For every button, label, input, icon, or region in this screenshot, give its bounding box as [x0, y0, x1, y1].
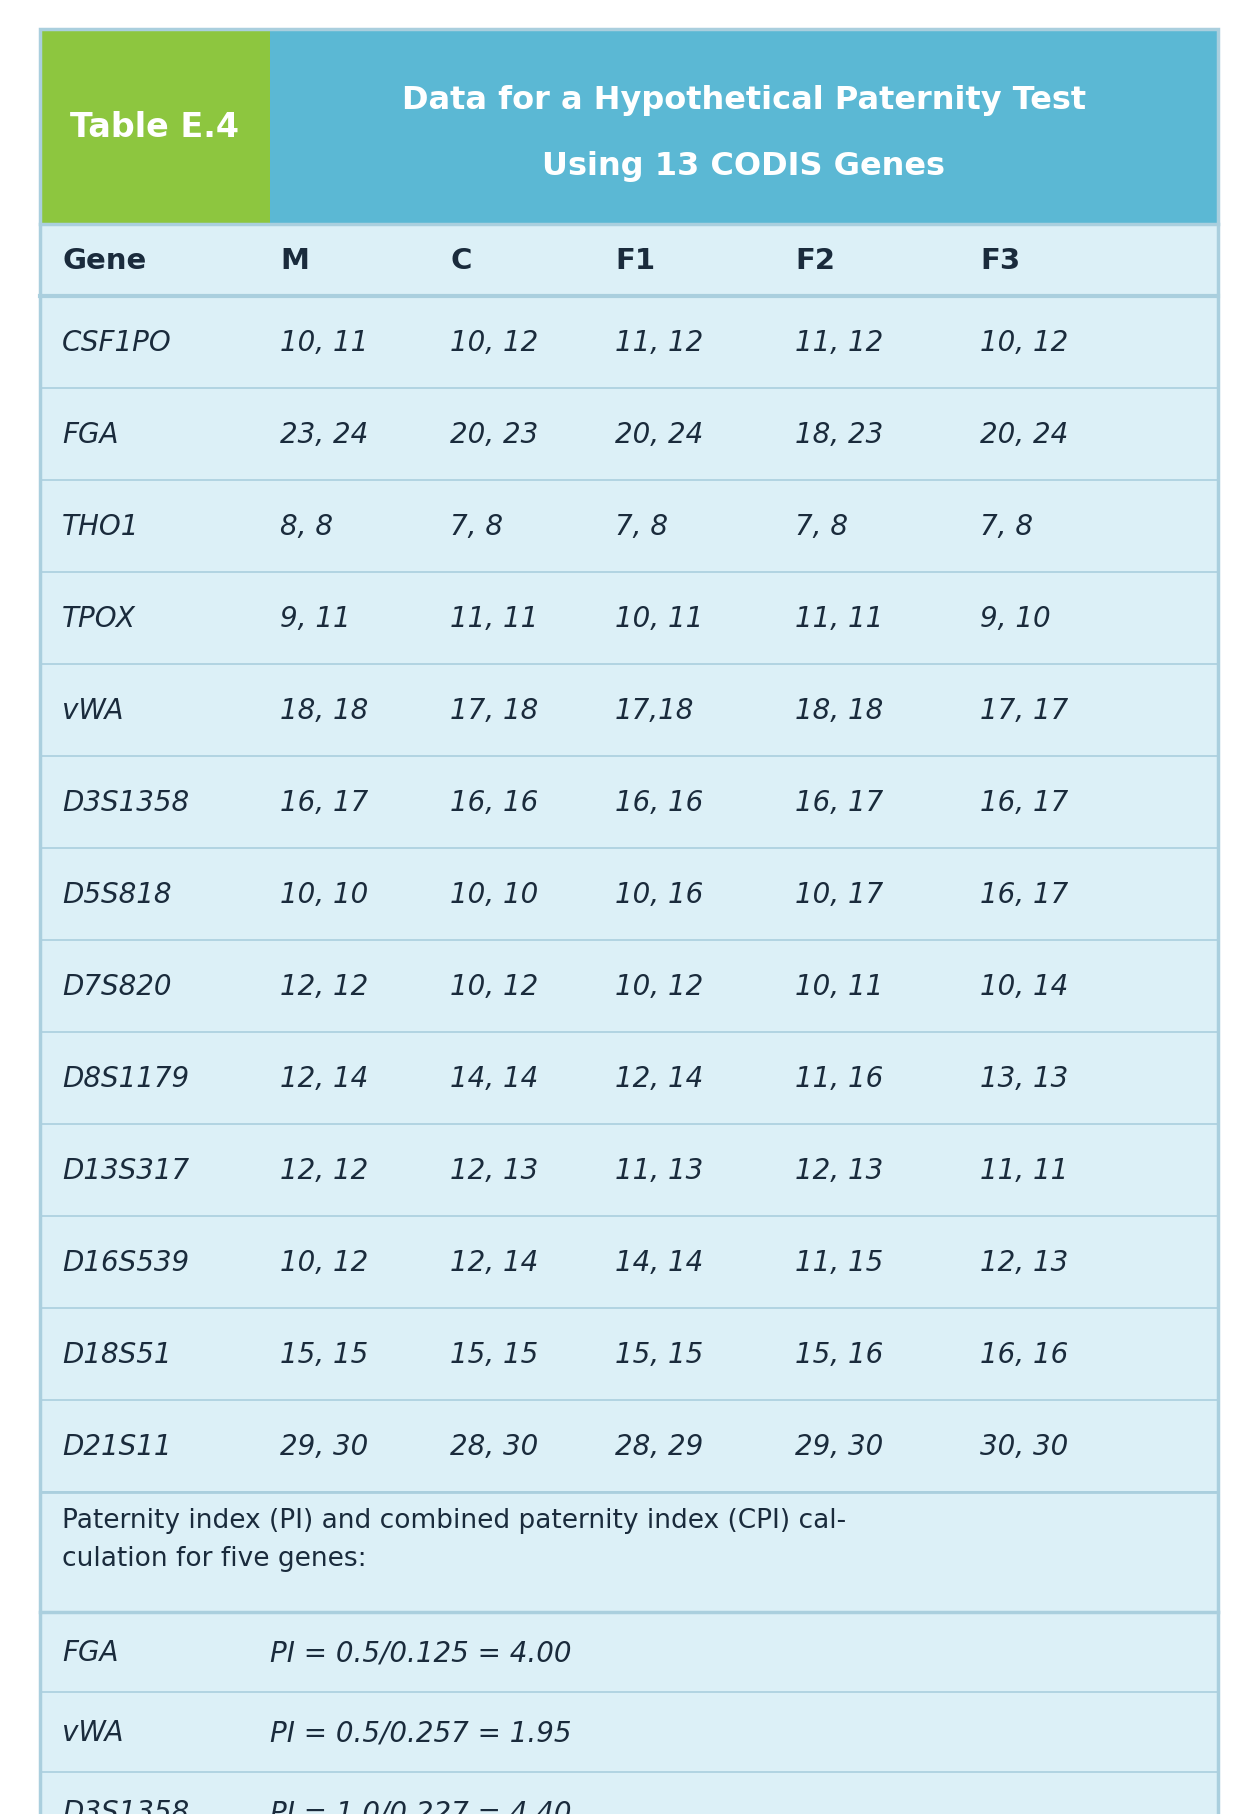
Text: 10, 11: 10, 11: [795, 972, 883, 1001]
Text: 10, 12: 10, 12: [980, 328, 1068, 357]
Text: culation for five genes:: culation for five genes:: [62, 1546, 366, 1571]
Text: 23, 24: 23, 24: [281, 421, 369, 448]
Text: 13, 13: 13, 13: [980, 1065, 1068, 1092]
Text: 10, 12: 10, 12: [450, 328, 538, 357]
Text: M: M: [281, 247, 309, 276]
Text: 11, 12: 11, 12: [795, 328, 883, 357]
Text: 10, 10: 10, 10: [450, 880, 538, 909]
Text: 16, 16: 16, 16: [450, 789, 538, 816]
Text: D21S11: D21S11: [62, 1433, 171, 1460]
Text: 8, 8: 8, 8: [281, 513, 333, 541]
Text: FGA: FGA: [62, 421, 118, 448]
Text: D18S51: D18S51: [62, 1341, 171, 1368]
Text: Paternity index (PI) and combined paternity index (CPI) cal-: Paternity index (PI) and combined patern…: [62, 1507, 847, 1533]
Text: 14, 14: 14, 14: [450, 1065, 538, 1092]
Text: 11, 13: 11, 13: [615, 1156, 703, 1185]
Text: 16, 16: 16, 16: [980, 1341, 1068, 1368]
Text: 9, 10: 9, 10: [980, 604, 1050, 633]
Text: D3S1358: D3S1358: [62, 789, 189, 816]
Text: Data for a Hypothetical Paternity Test: Data for a Hypothetical Paternity Test: [403, 85, 1086, 116]
Text: 7, 8: 7, 8: [795, 513, 848, 541]
Text: 12, 12: 12, 12: [281, 972, 369, 1001]
Text: 18, 18: 18, 18: [281, 697, 369, 724]
Text: THO1: THO1: [62, 513, 140, 541]
Text: 17, 18: 17, 18: [450, 697, 538, 724]
Text: 17,18: 17,18: [615, 697, 694, 724]
Text: 10, 12: 10, 12: [615, 972, 703, 1001]
Text: 12, 14: 12, 14: [450, 1248, 538, 1277]
Text: 16, 17: 16, 17: [980, 789, 1068, 816]
Text: 11, 15: 11, 15: [795, 1248, 883, 1277]
Text: 16, 17: 16, 17: [980, 880, 1068, 909]
Text: PI = 1.0/0.227 = 4.40: PI = 1.0/0.227 = 4.40: [270, 1798, 571, 1814]
Text: FGA: FGA: [62, 1638, 118, 1665]
Text: PI = 0.5/0.257 = 1.95: PI = 0.5/0.257 = 1.95: [270, 1718, 571, 1747]
Text: C: C: [450, 247, 472, 276]
Text: 20, 24: 20, 24: [980, 421, 1068, 448]
Text: 7, 8: 7, 8: [450, 513, 503, 541]
Text: 17, 17: 17, 17: [980, 697, 1068, 724]
Text: D16S539: D16S539: [62, 1248, 189, 1277]
Text: D5S818: D5S818: [62, 880, 171, 909]
Text: 28, 29: 28, 29: [615, 1433, 703, 1460]
Text: 7, 8: 7, 8: [980, 513, 1033, 541]
Text: 10, 12: 10, 12: [281, 1248, 369, 1277]
Text: 11, 11: 11, 11: [450, 604, 538, 633]
Text: 10, 12: 10, 12: [450, 972, 538, 1001]
Text: D13S317: D13S317: [62, 1156, 189, 1185]
Text: D8S1179: D8S1179: [62, 1065, 189, 1092]
Bar: [270, 31, 1218, 225]
Text: 11, 11: 11, 11: [795, 604, 883, 633]
Text: vWA: vWA: [62, 1718, 123, 1747]
Text: 30, 30: 30, 30: [980, 1433, 1068, 1460]
Text: 12, 14: 12, 14: [281, 1065, 369, 1092]
Text: Table E.4: Table E.4: [70, 111, 239, 143]
Text: F2: F2: [795, 247, 835, 276]
Text: 14, 14: 14, 14: [615, 1248, 703, 1277]
Text: 9, 11: 9, 11: [281, 604, 351, 633]
Text: D7S820: D7S820: [62, 972, 171, 1001]
Text: 15, 15: 15, 15: [450, 1341, 538, 1368]
Text: 12, 13: 12, 13: [450, 1156, 538, 1185]
Bar: [40, 31, 270, 225]
Text: TPOX: TPOX: [62, 604, 136, 633]
Text: 12, 13: 12, 13: [795, 1156, 883, 1185]
Text: 29, 30: 29, 30: [795, 1433, 883, 1460]
Text: 16, 16: 16, 16: [615, 789, 703, 816]
Text: Using 13 CODIS Genes: Using 13 CODIS Genes: [542, 151, 946, 181]
Text: F1: F1: [615, 247, 655, 276]
Text: 29, 30: 29, 30: [281, 1433, 369, 1460]
Text: 10, 10: 10, 10: [281, 880, 369, 909]
Text: D3S1358: D3S1358: [62, 1798, 189, 1814]
Text: 12, 12: 12, 12: [281, 1156, 369, 1185]
Text: Gene: Gene: [62, 247, 146, 276]
Text: 20, 23: 20, 23: [450, 421, 538, 448]
Text: 11, 12: 11, 12: [615, 328, 703, 357]
Text: 11, 16: 11, 16: [795, 1065, 883, 1092]
Text: 18, 18: 18, 18: [795, 697, 883, 724]
Text: 12, 14: 12, 14: [615, 1065, 703, 1092]
Text: 12, 13: 12, 13: [980, 1248, 1068, 1277]
Text: 15, 15: 15, 15: [615, 1341, 703, 1368]
Text: 20, 24: 20, 24: [615, 421, 703, 448]
Text: 15, 15: 15, 15: [281, 1341, 369, 1368]
Text: 10, 17: 10, 17: [795, 880, 883, 909]
Text: F3: F3: [980, 247, 1020, 276]
Text: CSF1PO: CSF1PO: [62, 328, 172, 357]
Text: PI = 0.5/0.125 = 4.00: PI = 0.5/0.125 = 4.00: [270, 1638, 571, 1665]
Text: 16, 17: 16, 17: [795, 789, 883, 816]
Text: 10, 11: 10, 11: [615, 604, 703, 633]
Text: 10, 11: 10, 11: [281, 328, 369, 357]
Text: 7, 8: 7, 8: [615, 513, 668, 541]
Text: 28, 30: 28, 30: [450, 1433, 538, 1460]
Text: 15, 16: 15, 16: [795, 1341, 883, 1368]
Text: 16, 17: 16, 17: [281, 789, 369, 816]
Text: vWA: vWA: [62, 697, 123, 724]
Text: 10, 16: 10, 16: [615, 880, 703, 909]
Text: 10, 14: 10, 14: [980, 972, 1068, 1001]
Text: 11, 11: 11, 11: [980, 1156, 1068, 1185]
Text: 18, 23: 18, 23: [795, 421, 883, 448]
